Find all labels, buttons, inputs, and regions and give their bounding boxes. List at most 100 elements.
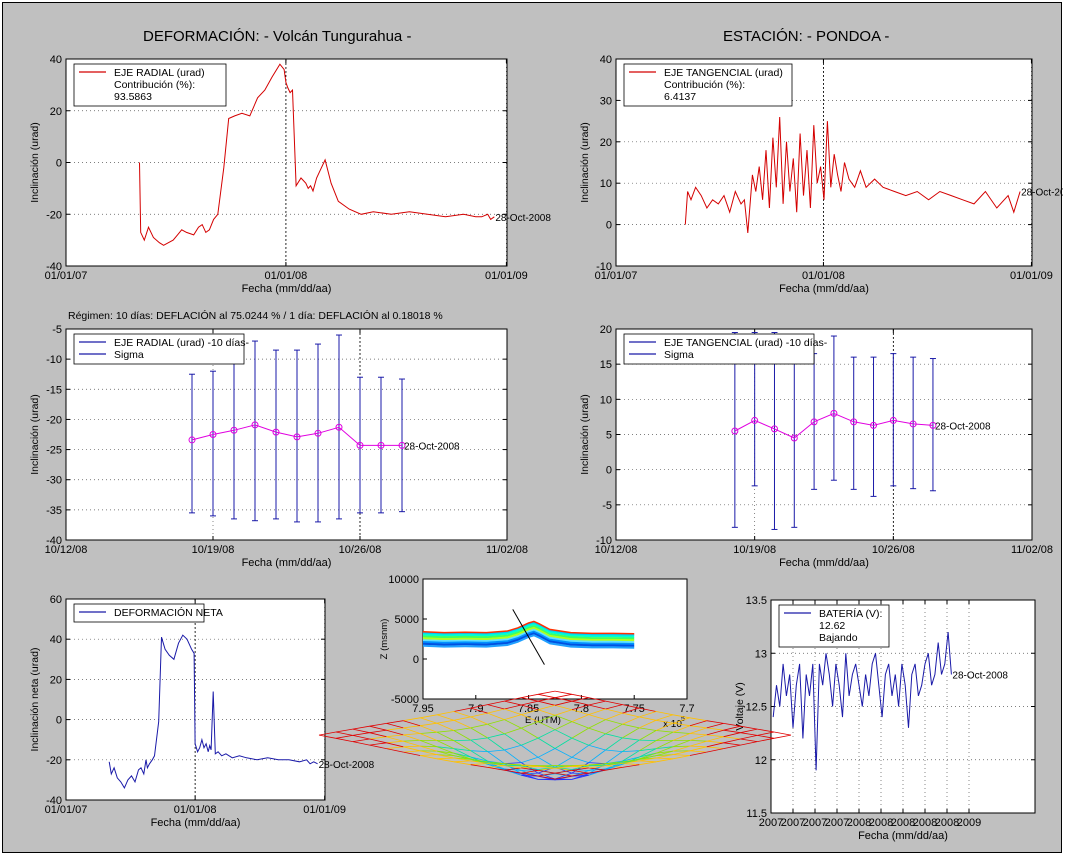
series-line: [772, 631, 952, 771]
mesh-line: [723, 723, 741, 727]
mesh-line: [757, 731, 775, 736]
x-tick-label: 01/01/09: [303, 804, 346, 816]
mesh-line: [470, 750, 488, 752]
mesh-line: [436, 711, 454, 716]
y-tick-label: 13: [755, 648, 767, 660]
mesh-line: [419, 745, 438, 752]
y-tick-label: -30: [46, 475, 62, 487]
mesh-line: [672, 750, 690, 755]
mesh-line: [689, 751, 707, 756]
mesh-line: [369, 744, 387, 749]
mesh-line: [639, 748, 657, 758]
mesh-line: [605, 763, 623, 770]
mesh-line: [453, 740, 471, 752]
x-multiplier: x 10: [663, 719, 682, 730]
mesh-line: [605, 733, 623, 739]
mesh-line: [521, 767, 539, 771]
mesh-line: [538, 767, 556, 771]
mesh-line: [656, 757, 674, 760]
y-tick-label: 0: [606, 220, 612, 232]
mesh-line: [605, 704, 623, 710]
y-tick-label: -40: [46, 535, 62, 547]
mesh-line: [639, 727, 657, 731]
mesh-line: [504, 708, 522, 715]
y-axis-label: Inclinación neta (urad): [29, 648, 41, 752]
mesh-line: [571, 727, 589, 739]
x-tick-label: 01/01/07: [45, 270, 88, 282]
mesh-line: [740, 728, 758, 734]
mesh-line: [537, 737, 556, 749]
mesh-line: [453, 748, 471, 752]
mesh-line: [537, 704, 556, 711]
mesh-line: [723, 729, 741, 734]
legend-label: 6.4137: [664, 91, 696, 103]
legend-label: EJE TANGENCIAL (urad): [664, 67, 783, 79]
mesh-line: [723, 736, 741, 740]
mesh-line: [386, 723, 404, 729]
data-point: [209, 431, 217, 438]
mesh-line: [386, 729, 404, 736]
mesh-line: [504, 768, 522, 771]
mesh-line: [436, 746, 454, 749]
axes-frame: [65, 328, 508, 541]
mesh-line: [420, 714, 438, 719]
mesh-line: [369, 729, 387, 734]
y-tick-label: 10000: [388, 574, 419, 586]
mesh-line: [655, 714, 674, 721]
y-tick-label: 0: [606, 465, 612, 477]
mesh-line: [639, 740, 657, 752]
mesh-line: [420, 755, 438, 760]
deformation-mesh: [318, 690, 792, 781]
mesh-line: [504, 714, 522, 720]
mesh-line: [605, 719, 623, 725]
mesh-line: [622, 750, 640, 752]
mesh-line: [757, 728, 775, 733]
mesh-line: [369, 738, 387, 744]
mesh-line: [571, 697, 589, 702]
x-tick-label: 10/19/08: [733, 544, 776, 556]
mesh-line: [656, 711, 674, 716]
mesh-line: [554, 729, 573, 739]
mesh-line: [386, 748, 404, 753]
y-tick-label: -10: [46, 354, 62, 366]
y-axis-label: Inclinación (urad): [579, 122, 591, 203]
mesh-line: [436, 746, 455, 754]
x-tick-label: 01/01/08: [264, 270, 307, 282]
mesh-line: [554, 748, 573, 758]
elevation-band: [423, 632, 635, 647]
x-tick-label: 7.75: [623, 703, 644, 715]
legend-box: [623, 333, 815, 365]
mesh-line: [453, 730, 471, 741]
x-axis-label: Fecha (mm/dd/aa): [779, 557, 869, 569]
mesh-line: [588, 704, 606, 710]
mesh-line: [571, 770, 589, 774]
mesh-line: [605, 761, 623, 764]
legend-label: BATERÍA (V):: [819, 607, 882, 620]
y-tick-label: 60: [50, 594, 62, 606]
mesh-line: [403, 740, 421, 747]
y-tick-label: 40: [50, 54, 62, 66]
mesh-line: [639, 757, 657, 762]
mesh-line: [453, 739, 471, 741]
mesh-line: [470, 723, 488, 729]
mesh-line: [622, 716, 640, 725]
mesh-line: [571, 765, 589, 770]
mesh-line: [656, 754, 674, 759]
mesh-line: [723, 742, 741, 746]
data-point: [770, 425, 778, 433]
mesh-line: [369, 736, 387, 740]
y-tick-label: 30: [600, 95, 612, 107]
mesh-line: [740, 735, 758, 740]
mesh-line: [436, 758, 454, 763]
mesh-line: [706, 740, 724, 744]
legend-label: EJE RADIAL (urad): [114, 67, 205, 79]
x-axis-label: Fecha (mm/dd/aa): [151, 817, 241, 829]
data-point: [335, 423, 343, 431]
mesh-line: [622, 760, 640, 764]
legend-box: [73, 603, 205, 623]
x-tick-label: 2007: [781, 817, 805, 829]
mesh-line: [588, 769, 606, 774]
mesh-line: [689, 740, 707, 742]
mesh-line: [419, 717, 438, 724]
x-axis-label: Fecha (mm/dd/aa): [242, 283, 332, 295]
